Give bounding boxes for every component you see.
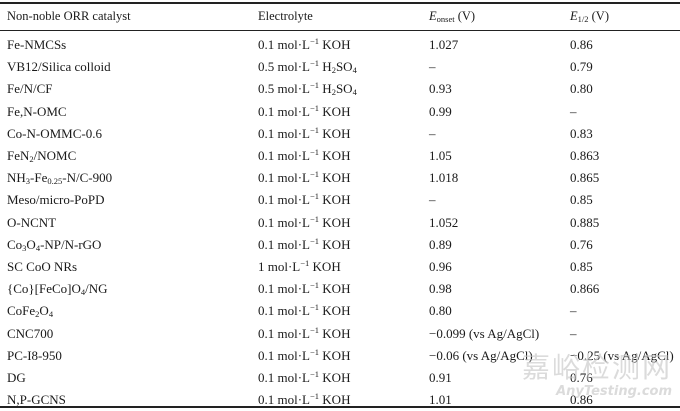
electrolyte-cell: 0.1 mol·L−1 KOH	[258, 191, 351, 208]
catalyst-cell: SC CoO NRs	[7, 259, 78, 274]
header-half-symbol: E	[570, 9, 578, 23]
table-header-rule	[0, 30, 680, 31]
table-row: VB12/Silica colloid 0.5 mol·L−1 H2SO4 – 0.7…	[0, 56, 680, 78]
electrolyte-cell: 1 mol·L−1 KOH	[258, 258, 341, 274]
table-top-rule	[0, 2, 680, 4]
catalyst-cell: Co-N-OMMC-0.6	[7, 125, 102, 141]
electrolyte-cell: 0.5 mol·L−1 H2SO4	[258, 80, 357, 98]
onset-potential-cell: 1.027	[429, 37, 459, 52]
half-wave-potential-cell: 0.885	[570, 214, 600, 230]
half-wave-potential-cell: 0.85	[570, 192, 593, 208]
header-electrolyte: Electrolyte	[258, 9, 313, 23]
half-wave-potential-cell: −0.25 (vs Ag/AgCl)	[570, 347, 674, 363]
header-onset-subscript: onset	[436, 14, 455, 24]
table-row: DG 0.1 mol·L−1 KOH 0.91 0.76	[0, 367, 680, 389]
table-row: N,P-GCNS 0.1 mol·L−1 KOH 1.01 0.86	[0, 389, 680, 411]
onset-potential-cell: –	[429, 125, 436, 141]
electrolyte-cell: 0.1 mol·L−1 KOH	[258, 235, 351, 252]
onset-potential-cell: 0.99	[429, 103, 452, 119]
electrolyte-cell: 0.1 mol·L−1 KOH	[258, 369, 351, 385]
electrolyte-cell: 0.1 mol·L−1 KOH	[258, 213, 351, 230]
electrolyte-cell: 0.1 mol·L−1 KOH	[258, 346, 351, 363]
electrolyte-cell: 0.1 mol·L−1 KOH	[258, 280, 351, 297]
table-row: Fe-NMCSs 0.1 mol·L−1 KOH 1.027 0.86	[0, 34, 680, 56]
electrolyte-cell: 0.1 mol·L−1 KOH	[258, 391, 351, 408]
half-wave-potential-cell: 0.83	[570, 125, 593, 141]
table-row: PC-I8-950 0.1 mol·L−1 KOH −0.06 (vs Ag/AgC…	[0, 345, 680, 367]
table-row: Meso/micro-PoPD 0.1 mol·L−1 KOH – 0.85	[0, 189, 680, 211]
electrolyte-cell: 0.1 mol·L−1 KOH	[258, 36, 351, 52]
electrolyte-cell: 0.1 mol·L−1 KOH	[258, 324, 351, 341]
table-row: {Co}[FeCo]O4/NG 0.1 mol·L−1 KOH 0.98 0.866	[0, 278, 680, 300]
table-row: CoFe2O4 0.1 mol·L−1 KOH 0.80 –	[0, 300, 680, 322]
electrolyte-cell: 0.1 mol·L−1 KOH	[258, 169, 351, 186]
onset-potential-cell: –	[429, 59, 436, 75]
electrolyte-cell: 0.5 mol·L−1 H2SO4	[258, 58, 357, 76]
header-half-unit: (V)	[588, 9, 609, 23]
table-row: FeN2/NOMC 0.1 mol·L−1 KOH 1.05 0.863	[0, 145, 680, 167]
header-onset-symbol: E	[429, 9, 437, 23]
onset-potential-cell: 0.98	[429, 281, 452, 297]
header-catalyst: Non-noble ORR catalyst	[7, 9, 131, 23]
half-wave-potential-cell: 0.76	[570, 370, 593, 385]
onset-potential-cell: 0.91	[429, 370, 452, 385]
catalyst-cell: FeN2/NOMC	[7, 148, 77, 164]
catalyst-cell: O-NCNT	[7, 214, 57, 230]
half-wave-potential-cell: –	[570, 303, 577, 319]
half-wave-potential-cell: 0.85	[570, 259, 593, 274]
table-row: CNC700 0.1 mol·L−1 KOH −0.099 (vs Ag/AgCl)…	[0, 323, 680, 345]
catalyst-cell: DG	[7, 370, 26, 385]
table-row: Fe,N-OMC 0.1 mol·L−1 KOH 0.99 –	[0, 101, 680, 123]
catalyst-cell: Fe,N-OMC	[7, 103, 67, 119]
catalyst-cell: NH3-Fe0.25-N/C-900	[7, 170, 113, 187]
catalyst-cell: PC-I8-950	[7, 347, 62, 363]
catalyst-cell: CoFe2O4	[7, 303, 54, 320]
onset-potential-cell: 1.052	[429, 214, 459, 230]
catalyst-cell: Co3O4-NP/N-rGO	[7, 236, 102, 253]
onset-potential-cell: 0.93	[429, 81, 452, 97]
table-row: O-NCNT 0.1 mol·L−1 KOH 1.052 0.885	[0, 212, 680, 234]
catalyst-cell: Meso/micro-PoPD	[7, 192, 105, 208]
electrolyte-cell: 0.1 mol·L−1 KOH	[258, 102, 351, 119]
half-wave-potential-cell: –	[570, 103, 577, 119]
table-row: Fe/N/CF 0.5 mol·L−1 H2SO4 0.93 0.80	[0, 78, 680, 100]
table-bottom-rule	[0, 406, 680, 408]
header-half-wave-potential: E1/2 (V)	[570, 5, 609, 27]
table-row: Co3O4-NP/N-rGO 0.1 mol·L−1 KOH 0.89 0.76	[0, 234, 680, 256]
half-wave-potential-cell: 0.863	[570, 148, 600, 163]
half-wave-potential-cell: 0.865	[570, 170, 600, 186]
electrolyte-cell: 0.1 mol·L−1 KOH	[258, 147, 351, 163]
onset-potential-cell: –	[429, 192, 436, 208]
half-wave-potential-cell: –	[570, 325, 577, 341]
half-wave-potential-cell: 0.866	[570, 281, 600, 297]
half-wave-potential-cell: 0.79	[570, 59, 593, 75]
onset-potential-cell: 0.89	[429, 236, 452, 252]
onset-potential-cell: 0.80	[429, 303, 452, 319]
table-row: SC CoO NRs 1 mol·L−1 KOH 0.96 0.85	[0, 256, 680, 278]
half-wave-potential-cell: 0.76	[570, 236, 593, 252]
half-wave-potential-cell: 0.86	[570, 392, 593, 408]
onset-potential-cell: 1.01	[429, 392, 452, 408]
catalyst-cell: VB12/Silica colloid	[7, 59, 111, 75]
electrolyte-cell: 0.1 mol·L−1 KOH	[258, 302, 351, 319]
onset-potential-cell: 0.96	[429, 259, 452, 274]
onset-potential-cell: 1.018	[429, 170, 459, 186]
header-onset-potential: Eonset (V)	[429, 5, 475, 27]
onset-potential-cell: −0.099 (vs Ag/AgCl)	[429, 325, 540, 341]
table-row: NH3-Fe0.25-N/C-900 0.1 mol·L−1 KOH 1.018 0.…	[0, 167, 680, 189]
onset-potential-cell: 1.05	[429, 148, 452, 163]
header-half-subscript: 1/2	[577, 14, 589, 24]
half-wave-potential-cell: 0.86	[570, 37, 593, 52]
catalyst-cell: Fe-NMCSs	[7, 37, 67, 52]
electrolyte-cell: 0.1 mol·L−1 KOH	[258, 124, 351, 141]
catalyst-cell: {Co}[FeCo]O4/NG	[7, 281, 108, 298]
table-header: Non-noble ORR catalyst Electrolyte Eonse…	[0, 5, 680, 27]
catalyst-cell: Fe/N/CF	[7, 81, 53, 97]
catalyst-cell: N,P-GCNS	[7, 392, 66, 408]
onset-potential-cell: −0.06 (vs Ag/AgCl)	[429, 347, 533, 363]
half-wave-potential-cell: 0.80	[570, 81, 593, 97]
catalyst-cell: CNC700	[7, 325, 54, 341]
header-onset-unit: (V)	[454, 9, 476, 23]
table-row: Co-N-OMMC-0.6 0.1 mol·L−1 KOH – 0.83	[0, 123, 680, 145]
